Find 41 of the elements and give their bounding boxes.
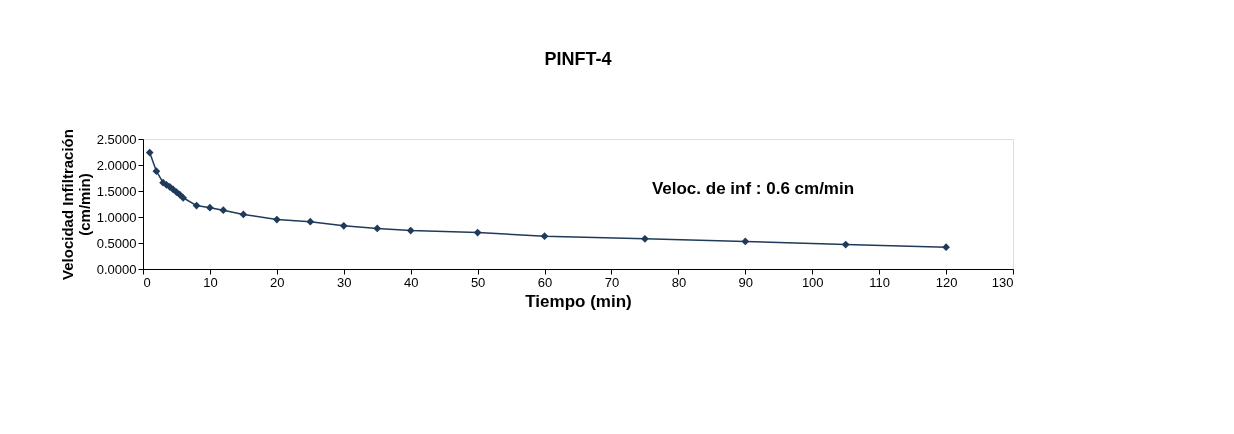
x-tick-label: 50: [470, 274, 486, 290]
y-tick-label: 2.5000: [96, 131, 137, 147]
x-tick-label: 120: [935, 274, 958, 290]
y-tick-label: 0.0000: [96, 261, 137, 277]
x-tick-label: 30: [337, 274, 352, 290]
point: [306, 217, 315, 226]
point: [473, 228, 482, 237]
x-tick-label: 110: [869, 274, 891, 290]
point: [152, 167, 161, 176]
point: [219, 206, 228, 215]
point: [641, 234, 649, 243]
x-tick-label: 130: [991, 274, 1014, 290]
point: [179, 193, 188, 202]
x-tick-label: 10: [203, 274, 218, 290]
x-tick-label: 100: [801, 274, 824, 290]
x-tick-label: 20: [270, 274, 285, 290]
y-axis-title: Velocidad Infiltración (cm/min): [58, 129, 93, 280]
point: [841, 240, 850, 249]
x-axis-title: Tiempo (min): [525, 291, 632, 311]
x-tick-label: 40: [403, 274, 419, 290]
x-tick-label: 90: [738, 274, 754, 290]
point: [373, 224, 382, 233]
y-tick-label: 1.5000: [96, 183, 137, 199]
x-tick-label: 60: [537, 274, 553, 290]
point: [145, 148, 154, 157]
x-tick-label: 80: [671, 274, 687, 290]
y-tick-label: 1.0000: [96, 209, 137, 225]
point: [206, 203, 214, 212]
point: [942, 243, 950, 252]
chart-title: PINFT-4: [544, 48, 612, 69]
point: [239, 210, 248, 219]
point: [406, 226, 415, 235]
point: [339, 221, 348, 230]
annotation: Veloc. de inf : 0.6 cm/min: [651, 179, 855, 198]
x-tick-label: 70: [604, 274, 620, 290]
point: [272, 215, 281, 224]
point: [741, 237, 750, 246]
point: [540, 232, 549, 241]
y-tick-label: 0.5000: [96, 235, 137, 251]
x-tick-label: 0: [143, 274, 151, 290]
y-tick-label: 2.0000: [96, 157, 137, 173]
